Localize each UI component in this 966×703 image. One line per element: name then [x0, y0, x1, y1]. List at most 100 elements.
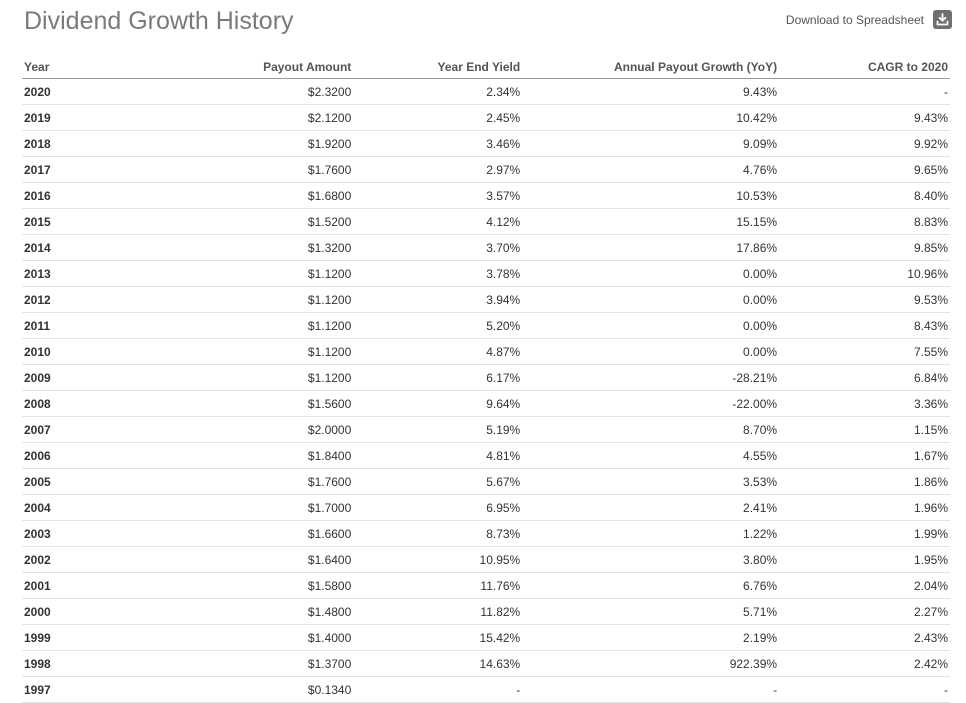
- annual-growth-cell: 4.55%: [522, 442, 780, 469]
- year-end-yield-cell: 9.64%: [353, 390, 523, 417]
- year-end-yield-cell: 2.97%: [353, 156, 523, 183]
- year-cell: 2010: [22, 338, 96, 365]
- table-row: 1997 $0.1340- - -: [22, 676, 950, 703]
- year-cell: 2007: [22, 416, 96, 443]
- table-row: 2010 $1.1200 4.87% 0.00% 7.55%: [22, 338, 950, 365]
- year-end-yield-cell: 10.95%: [353, 546, 523, 573]
- year-end-yield-cell: 15.42%: [353, 624, 523, 651]
- year-cell: 2019: [22, 104, 96, 131]
- payout-amount-cell: $1.7600: [95, 468, 354, 495]
- table-row: 2002 $1.6400 10.95% 3.80% 1.95%: [22, 546, 950, 573]
- annual-growth-cell: 4.76%: [522, 156, 780, 183]
- year-end-yield-cell: 5.67%: [353, 468, 523, 495]
- payout-amount-cell: $1.5600: [95, 390, 354, 417]
- cagr-cell: 10.96%: [779, 260, 950, 287]
- table-row: 2008 $1.5600 9.64% -22.00% 3.36%: [22, 390, 950, 417]
- column-header-payout-amount[interactable]: Payout Amount: [95, 56, 354, 79]
- annual-growth-cell: 9.09%: [522, 130, 780, 157]
- year-cell: 2012: [22, 286, 96, 313]
- annual-growth-cell: 0.00%: [522, 338, 780, 365]
- year-end-yield-cell: 3.78%: [353, 260, 523, 287]
- table-row: 2018 $1.9200 3.46% 9.09% 9.92%: [22, 130, 950, 157]
- year-end-yield-cell: 4.12%: [353, 208, 523, 235]
- table-row: 2015 $1.5200 4.12% 15.15% 8.83%: [22, 208, 950, 235]
- table-row: 2017 $1.7600 2.97% 4.76% 9.65%: [22, 156, 950, 183]
- year-end-yield-cell: 2.45%: [353, 104, 523, 131]
- year-cell: 2001: [22, 572, 96, 599]
- download-icon: [933, 10, 952, 29]
- cagr-cell: 1.99%: [779, 520, 950, 547]
- dividend-history-table: Year Payout Amount Year End Yield Annual…: [22, 56, 950, 703]
- table-row: 2020 $2.3200 2.34% 9.43% -: [22, 78, 950, 105]
- year-end-yield-cell: 2.34%: [353, 78, 523, 105]
- year-cell: 2002: [22, 546, 96, 573]
- year-end-yield-cell: 4.87%: [353, 338, 523, 365]
- annual-growth-cell: -: [522, 676, 780, 703]
- payout-amount-cell: $1.5800: [95, 572, 354, 599]
- year-cell: 2014: [22, 234, 96, 261]
- annual-growth-cell: 2.19%: [522, 624, 780, 651]
- cagr-cell: -: [779, 676, 950, 703]
- year-end-yield-cell: 3.94%: [353, 286, 523, 313]
- payout-amount-cell: $1.6600: [95, 520, 354, 547]
- cagr-cell: 9.92%: [779, 130, 950, 157]
- annual-growth-cell: 10.53%: [522, 182, 780, 209]
- year-cell: 1997: [22, 676, 96, 703]
- year-cell: 2006: [22, 442, 96, 469]
- annual-growth-cell: 17.86%: [522, 234, 780, 261]
- payout-amount-cell: $1.3200: [95, 234, 354, 261]
- year-cell: 2017: [22, 156, 96, 183]
- payout-amount-cell: $1.6800: [95, 182, 354, 209]
- year-cell: 2011: [22, 312, 96, 339]
- year-cell: 2018: [22, 130, 96, 157]
- cagr-cell: 8.83%: [779, 208, 950, 235]
- cagr-cell: 2.27%: [779, 598, 950, 625]
- table-row: 2003 $1.6600 8.73% 1.22% 1.99%: [22, 520, 950, 547]
- cagr-cell: 1.86%: [779, 468, 950, 495]
- column-header-year[interactable]: Year: [22, 56, 96, 79]
- annual-growth-cell: -22.00%: [522, 390, 780, 417]
- cagr-cell: 9.43%: [779, 104, 950, 131]
- year-end-yield-cell: 6.95%: [353, 494, 523, 521]
- cagr-cell: 2.43%: [779, 624, 950, 651]
- annual-growth-cell: -28.21%: [522, 364, 780, 391]
- annual-growth-cell: 15.15%: [522, 208, 780, 235]
- year-cell: 2013: [22, 260, 96, 287]
- table-row: 2013 $1.1200 3.78% 0.00% 10.96%: [22, 260, 950, 287]
- column-header-year-end-yield[interactable]: Year End Yield: [353, 56, 523, 79]
- annual-growth-cell: 10.42%: [522, 104, 780, 131]
- annual-growth-cell: 9.43%: [522, 78, 780, 105]
- payout-amount-cell: $1.1200: [95, 338, 354, 365]
- cagr-cell: -: [779, 78, 950, 105]
- column-header-annual-payout-growth[interactable]: Annual Payout Growth (YoY): [522, 56, 780, 79]
- page-header: Dividend Growth History Download to Spre…: [24, 6, 952, 36]
- cagr-cell: 9.85%: [779, 234, 950, 261]
- year-end-yield-cell: -: [353, 676, 523, 703]
- table-row: 2019 $2.1200 2.45% 10.42% 9.43%: [22, 104, 950, 131]
- table-row: 2004 $1.7000 6.95% 2.41% 1.96%: [22, 494, 950, 521]
- year-cell: 2003: [22, 520, 96, 547]
- cagr-cell: 8.40%: [779, 182, 950, 209]
- year-cell: 2020: [22, 78, 96, 105]
- column-header-cagr[interactable]: CAGR to 2020: [779, 56, 950, 79]
- cagr-cell: 1.67%: [779, 442, 950, 469]
- payout-amount-cell: $0.1340: [95, 676, 354, 703]
- payout-amount-cell: $1.8400: [95, 442, 354, 469]
- annual-growth-cell: 6.76%: [522, 572, 780, 599]
- payout-amount-cell: $1.1200: [95, 286, 354, 313]
- table-row: 2001 $1.5800 11.76% 6.76% 2.04%: [22, 572, 950, 599]
- page-title: Dividend Growth History: [24, 7, 294, 35]
- annual-growth-cell: 3.53%: [522, 468, 780, 495]
- payout-amount-cell: $2.0000: [95, 416, 354, 443]
- cagr-cell: 8.43%: [779, 312, 950, 339]
- annual-growth-cell: 0.00%: [522, 312, 780, 339]
- payout-amount-cell: $1.5200: [95, 208, 354, 235]
- cagr-cell: 9.65%: [779, 156, 950, 183]
- table-row: 2005 $1.7600 5.67% 3.53% 1.86%: [22, 468, 950, 495]
- year-cell: 2015: [22, 208, 96, 235]
- download-spreadsheet-button[interactable]: Download to Spreadsheet: [786, 10, 952, 29]
- payout-amount-cell: $1.1200: [95, 260, 354, 287]
- table-body: 2020 $2.3200 2.34% 9.43% -2019 $2.1200 2.45% 10…: [22, 78, 950, 703]
- year-cell: 2008: [22, 390, 96, 417]
- year-end-yield-cell: 11.82%: [353, 598, 523, 625]
